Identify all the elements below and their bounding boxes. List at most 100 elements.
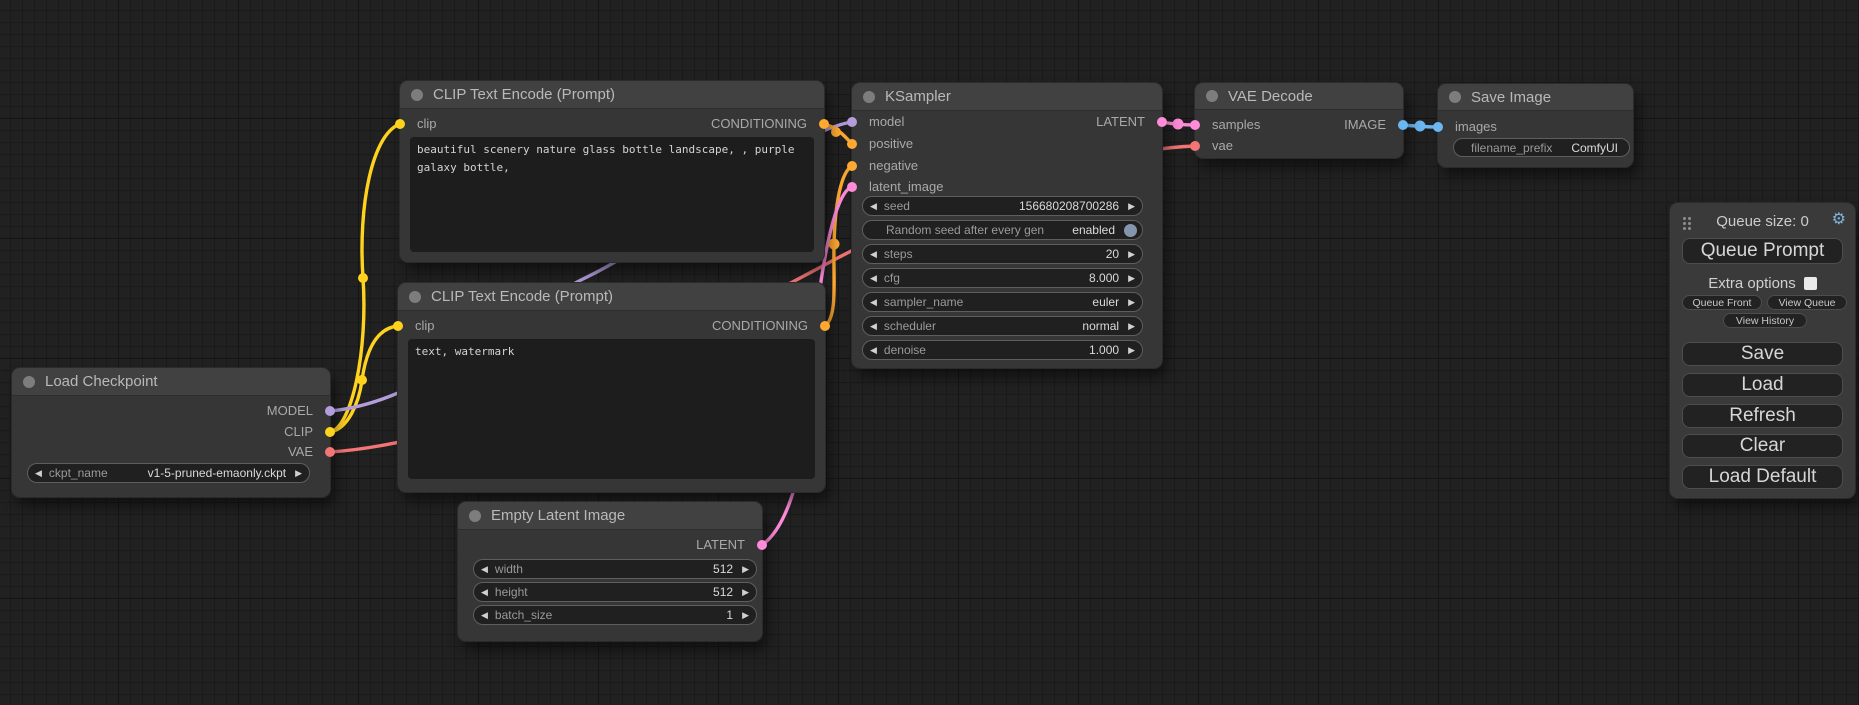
- slot-dot-model-input[interactable]: [847, 117, 857, 127]
- decrement-arrow-icon[interactable]: ◀: [870, 321, 877, 331]
- slot-row: samples IMAGE: [1190, 115, 1408, 135]
- increment-arrow-icon[interactable]: ▶: [1128, 297, 1135, 307]
- node-title-bar[interactable]: CLIP Text Encode (Prompt): [398, 283, 825, 311]
- node-title-bar[interactable]: Save Image: [1438, 84, 1633, 111]
- width-widget[interactable]: ◀ width 512 ▶: [473, 559, 757, 579]
- slot-dot-latent-image-input[interactable]: [847, 182, 857, 192]
- height-widget[interactable]: ◀ height 512 ▶: [473, 582, 757, 602]
- node-save-image[interactable]: Save Image images filename_prefix ComfyU…: [1433, 84, 1633, 167]
- increment-arrow-icon[interactable]: ▶: [1128, 249, 1135, 259]
- input-slot-images[interactable]: images: [1433, 117, 1633, 137]
- slot-dot-conditioning-output[interactable]: [820, 321, 830, 331]
- collapse-dot-icon[interactable]: [1449, 91, 1461, 103]
- scheduler-widget[interactable]: ◀ scheduler normal ▶: [862, 316, 1143, 336]
- input-slot-positive[interactable]: positive: [847, 134, 1162, 154]
- view-history-button[interactable]: View History: [1723, 313, 1807, 328]
- refresh-button[interactable]: Refresh: [1682, 404, 1843, 428]
- node-title-bar[interactable]: CLIP Text Encode (Prompt): [400, 81, 824, 109]
- output-slot-model[interactable]: MODEL: [12, 401, 335, 421]
- filename-prefix-widget[interactable]: filename_prefix ComfyUI: [1453, 138, 1630, 157]
- slot-dot-image-output[interactable]: [1398, 120, 1408, 130]
- denoise-widget[interactable]: ◀ denoise 1.000 ▶: [862, 340, 1143, 360]
- decrement-arrow-icon[interactable]: ◀: [870, 201, 877, 211]
- input-slot-vae[interactable]: vae: [1190, 136, 1403, 156]
- random-seed-widget[interactable]: Random seed after every gen enabled: [862, 220, 1143, 240]
- output-slot-clip[interactable]: CLIP: [12, 422, 335, 442]
- collapse-dot-icon[interactable]: [1206, 90, 1218, 102]
- save-button[interactable]: Save: [1682, 342, 1843, 366]
- increment-arrow-icon[interactable]: ▶: [742, 587, 749, 597]
- node-vae-decode[interactable]: VAE Decode samples IMAGE vae: [1190, 83, 1408, 158]
- collapse-dot-icon[interactable]: [411, 88, 423, 101]
- prompt-textarea[interactable]: beautiful scenery nature glass bottle la…: [410, 137, 814, 252]
- widget-value: 1.000: [1089, 343, 1120, 357]
- queue-prompt-button[interactable]: Queue Prompt: [1682, 238, 1843, 264]
- increment-arrow-icon[interactable]: ▶: [742, 610, 749, 620]
- load-default-button[interactable]: Load Default: [1682, 465, 1843, 489]
- extra-options-checkbox[interactable]: [1803, 277, 1817, 290]
- decrement-arrow-icon[interactable]: ◀: [870, 273, 877, 283]
- slot-dot-latent-output[interactable]: [757, 540, 767, 550]
- clear-button[interactable]: Clear: [1682, 434, 1843, 458]
- cfg-widget[interactable]: ◀ cfg 8.000 ▶: [862, 268, 1143, 288]
- input-slot-latent-image[interactable]: latent_image: [847, 177, 1162, 197]
- slot-dot-vae-output[interactable]: [325, 447, 335, 457]
- link-midpoint-dot: [1172, 118, 1184, 130]
- node-clip-text-encode-negative[interactable]: CLIP Text Encode (Prompt) clip CONDITION…: [393, 283, 830, 492]
- slot-dot-positive-input[interactable]: [847, 139, 857, 149]
- load-button[interactable]: Load: [1682, 373, 1843, 397]
- slot-dot-negative-input[interactable]: [847, 161, 857, 171]
- toggle-icon[interactable]: [1124, 223, 1137, 237]
- increment-arrow-icon[interactable]: ▶: [1128, 345, 1135, 355]
- increment-arrow-icon[interactable]: ▶: [1128, 201, 1135, 211]
- gear-icon[interactable]: ⚙: [1831, 211, 1846, 228]
- node-empty-latent-image[interactable]: Empty Latent Image LATENT ◀ width 512 ▶ …: [458, 502, 767, 641]
- slot-dot-clip-input[interactable]: [393, 321, 403, 331]
- drag-handle-icon[interactable]: [1683, 217, 1686, 220]
- slot-dot-clip-output[interactable]: [325, 427, 335, 437]
- node-title-bar[interactable]: Load Checkpoint: [12, 368, 330, 396]
- output-slot-vae[interactable]: VAE: [12, 442, 335, 462]
- increment-arrow-icon[interactable]: ▶: [1128, 321, 1135, 331]
- view-queue-button[interactable]: View Queue: [1767, 295, 1847, 310]
- node-title-bar[interactable]: Empty Latent Image: [458, 502, 762, 530]
- decrement-arrow-icon[interactable]: ◀: [481, 610, 488, 620]
- node-ksampler[interactable]: KSampler model LATENT positive negative …: [847, 83, 1167, 368]
- decrement-arrow-icon[interactable]: ◀: [870, 297, 877, 307]
- ckpt-name-widget[interactable]: ◀ ckpt_name v1-5-pruned-emaonly.ckpt ▶: [27, 463, 310, 483]
- node-load-checkpoint[interactable]: Load Checkpoint MODEL CLIP VAE ◀ ckpt_na…: [12, 368, 335, 497]
- input-slot-negative[interactable]: negative: [847, 156, 1162, 176]
- batch-size-widget[interactable]: ◀ batch_size 1 ▶: [473, 605, 757, 625]
- extra-options-row: Extra options: [1670, 275, 1855, 292]
- increment-arrow-icon[interactable]: ▶: [742, 564, 749, 574]
- widget-value: 1: [726, 608, 734, 622]
- collapse-dot-icon[interactable]: [469, 509, 481, 522]
- slot-dot-vae-input[interactable]: [1190, 141, 1200, 151]
- collapse-dot-icon[interactable]: [23, 375, 35, 388]
- node-title-bar[interactable]: VAE Decode: [1195, 83, 1403, 110]
- slot-dot-latent-output[interactable]: [1157, 117, 1167, 127]
- slot-dot-samples-input[interactable]: [1190, 120, 1200, 130]
- increment-arrow-icon[interactable]: ▶: [295, 468, 302, 478]
- slot-dot-images-input[interactable]: [1433, 122, 1443, 132]
- prompt-textarea[interactable]: text, watermark: [408, 339, 815, 479]
- output-slot-latent[interactable]: LATENT: [458, 535, 767, 555]
- seed-widget[interactable]: ◀ seed 156680208700286 ▶: [862, 196, 1143, 216]
- decrement-arrow-icon[interactable]: ◀: [35, 468, 42, 478]
- decrement-arrow-icon[interactable]: ◀: [481, 587, 488, 597]
- collapse-dot-icon[interactable]: [409, 290, 421, 303]
- decrement-arrow-icon[interactable]: ◀: [481, 564, 488, 574]
- slot-dot-clip-input[interactable]: [395, 119, 405, 129]
- queue-front-button[interactable]: Queue Front: [1682, 295, 1762, 310]
- slot-dot-conditioning-output[interactable]: [819, 119, 829, 129]
- decrement-arrow-icon[interactable]: ◀: [870, 249, 877, 259]
- steps-widget[interactable]: ◀ steps 20 ▶: [862, 244, 1143, 264]
- increment-arrow-icon[interactable]: ▶: [1128, 273, 1135, 283]
- node-clip-text-encode-positive[interactable]: CLIP Text Encode (Prompt) clip CONDITION…: [395, 81, 829, 262]
- decrement-arrow-icon[interactable]: ◀: [870, 345, 877, 355]
- sampler-name-widget[interactable]: ◀ sampler_name euler ▶: [862, 292, 1143, 312]
- node-title-bar[interactable]: KSampler: [852, 83, 1162, 111]
- slot-dot-model-output[interactable]: [325, 406, 335, 416]
- collapse-dot-icon[interactable]: [863, 90, 875, 103]
